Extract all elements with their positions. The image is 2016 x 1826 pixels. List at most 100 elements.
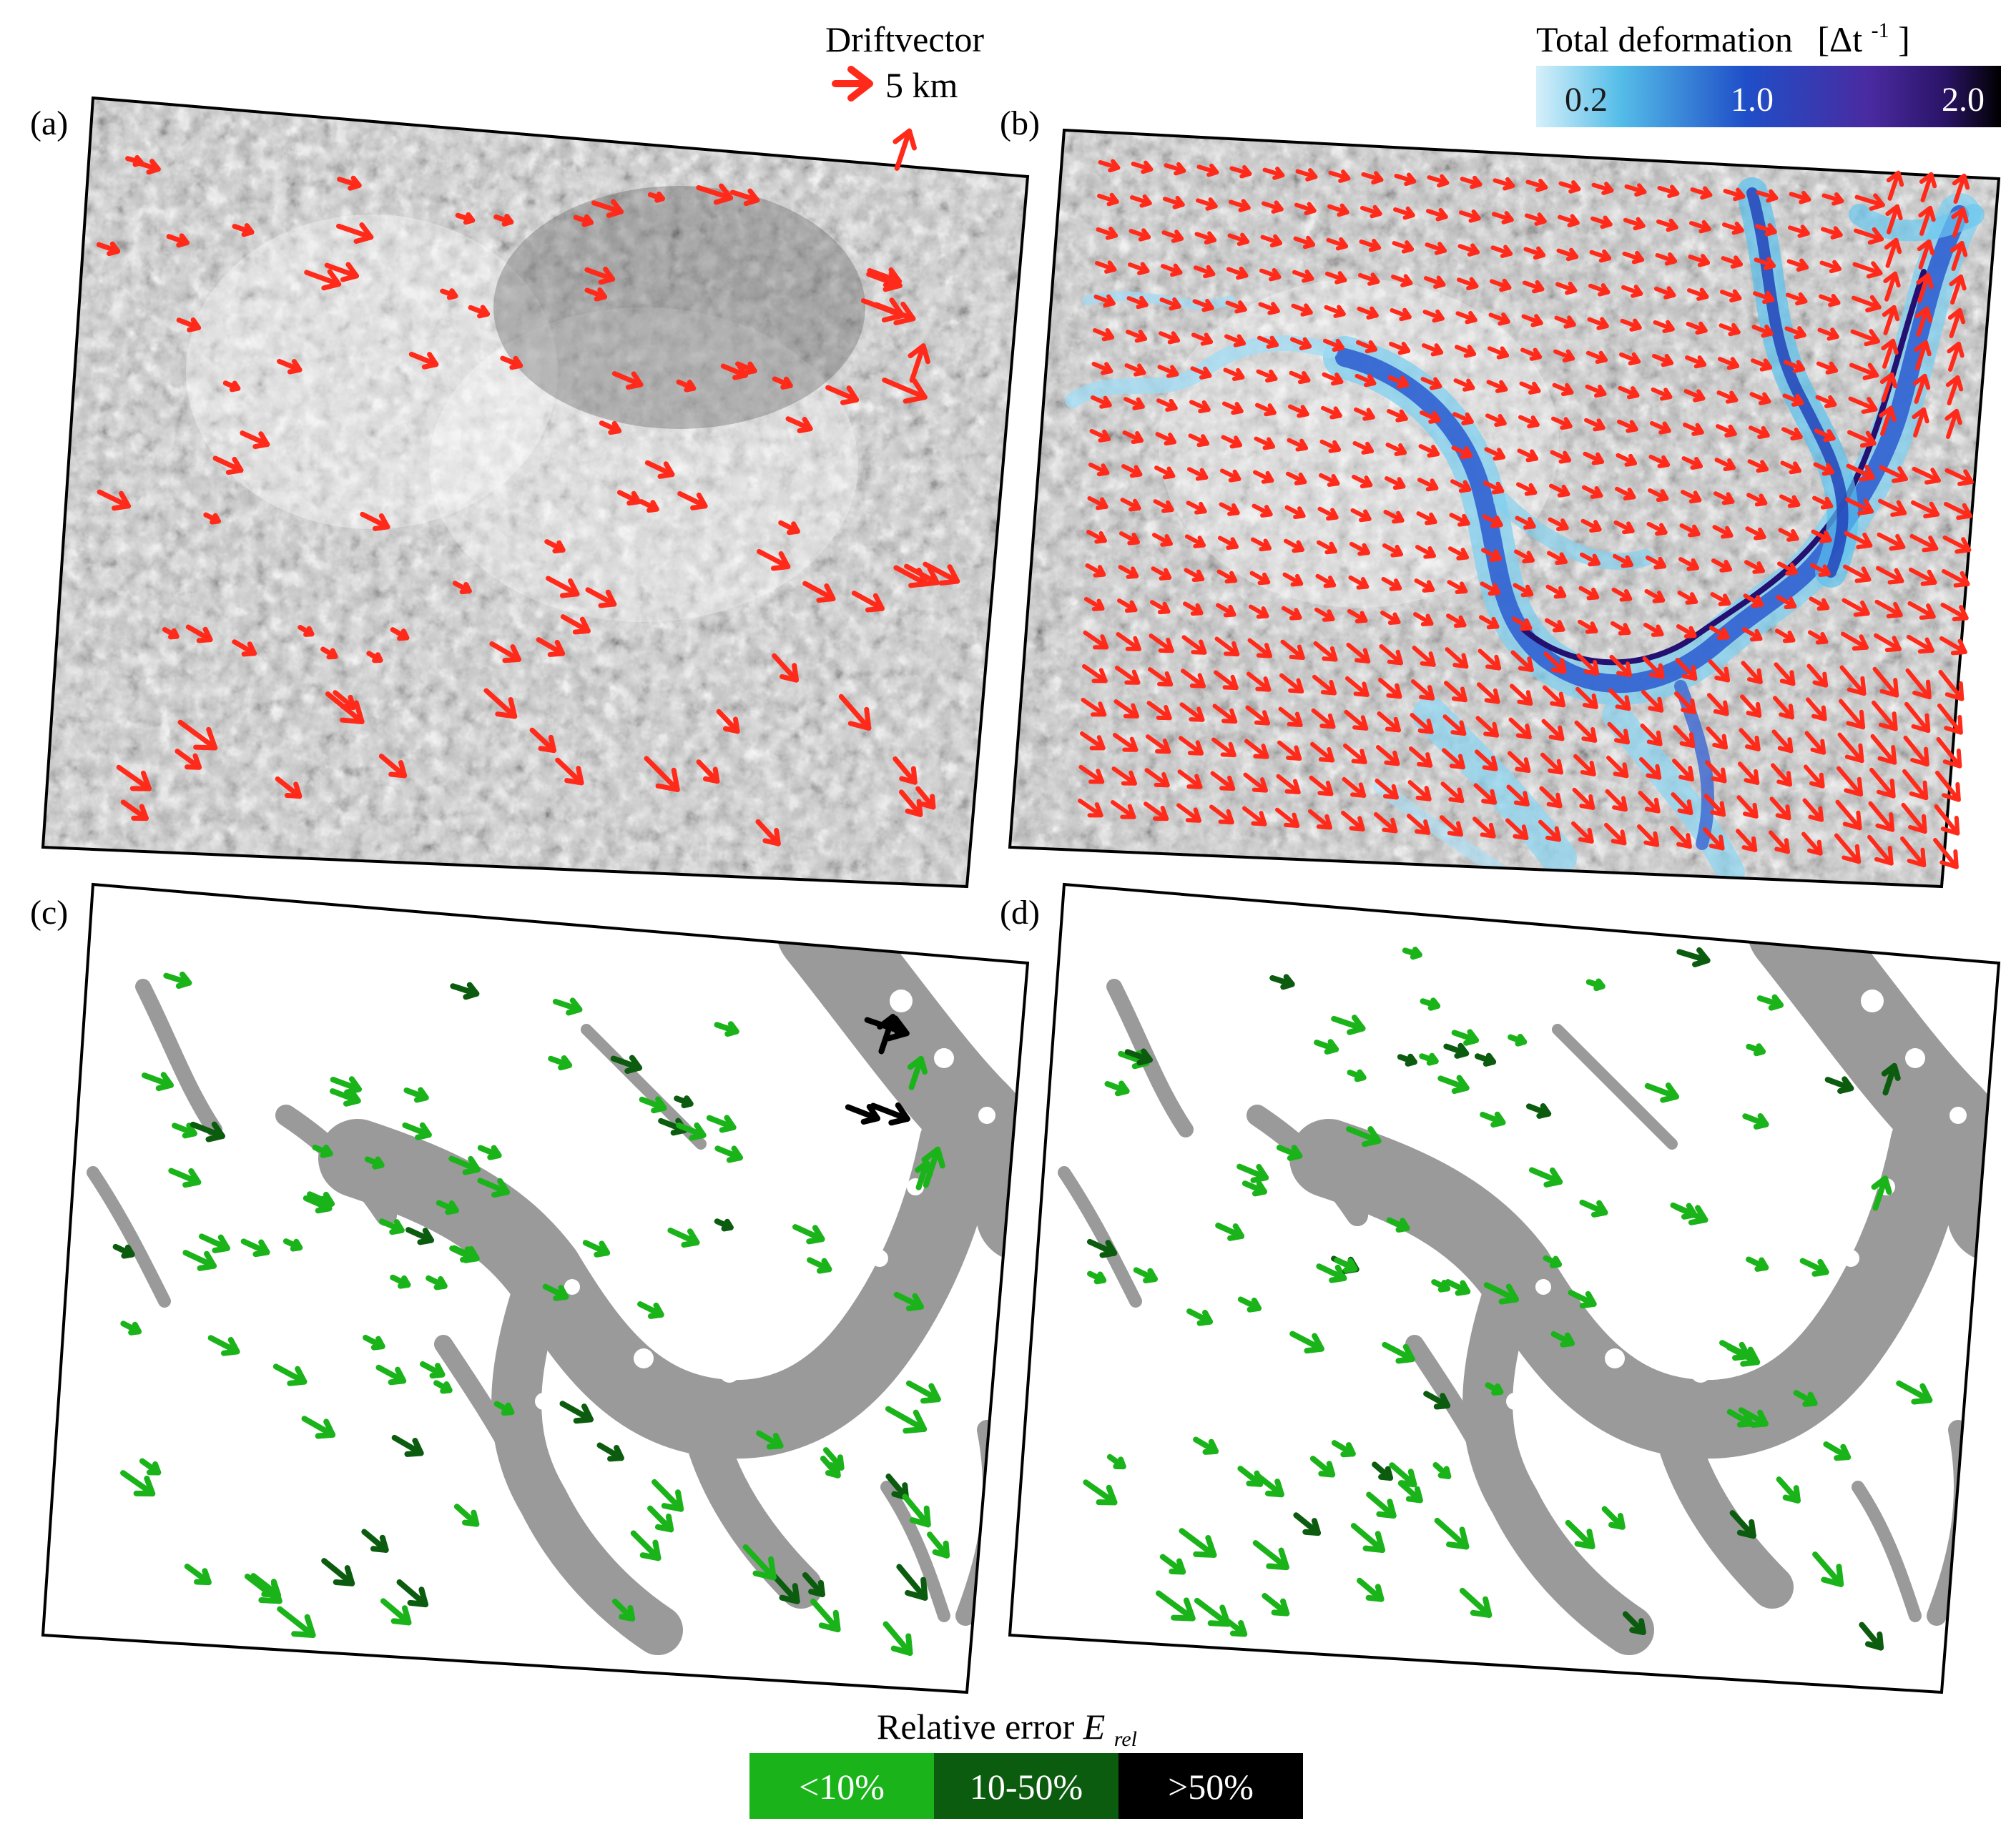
drift-arrow: [1111, 766, 1137, 786]
error-arrow: [1252, 1540, 1289, 1571]
drift-arrow: [162, 627, 180, 640]
error-arrow: [1402, 947, 1422, 960]
error-arrow: [820, 1455, 841, 1479]
panel-c: [41, 882, 1030, 1694]
drift-arrow: [1442, 714, 1467, 736]
panel-c-mask: [43, 884, 1028, 1692]
drift-arrow: [1096, 227, 1118, 240]
drift-arrow: [1477, 648, 1502, 671]
drift-arrow: [1385, 476, 1406, 490]
drift-arrow: [1282, 572, 1304, 587]
panel-label-d: (d): [1000, 894, 1040, 932]
error-arrow: [1480, 1111, 1506, 1128]
drift-arrow: [1284, 538, 1304, 553]
drift-arrow: [1620, 318, 1642, 332]
error-arrow: [321, 1558, 355, 1586]
error-arrow: [714, 1021, 739, 1037]
drift-arrow: [1420, 377, 1442, 390]
drift-arrow: [1848, 396, 1878, 414]
drift-arrow: [1080, 731, 1106, 751]
drift-arrow: [1741, 661, 1763, 684]
drift-arrow: [893, 128, 917, 171]
drift-arrow: [1249, 571, 1271, 586]
drift-arrow: [1513, 583, 1534, 598]
drift-arrow: [1615, 486, 1636, 500]
drift-arrow: [1756, 189, 1779, 203]
drift-arrow: [1819, 260, 1842, 274]
drift-arrow: [1648, 488, 1669, 503]
drift-arrow: [1683, 389, 1706, 403]
relative-error-title-text: Relative error: [877, 1707, 1083, 1747]
error-arrow: [1106, 1454, 1126, 1470]
drift-arrow: [720, 363, 748, 380]
drift-arrow: [1257, 335, 1279, 349]
drift-arrow: [1552, 383, 1574, 397]
drift-arrow: [1671, 792, 1693, 816]
drift-arrow: [1918, 205, 1936, 236]
drift-arrow: [544, 539, 566, 554]
drift-arrow: [1382, 543, 1403, 558]
drift-arrow: [1716, 424, 1737, 438]
drift-arrow: [1639, 756, 1662, 780]
drift-arrow: [1381, 577, 1402, 591]
drift-arrow: [1804, 731, 1826, 755]
error-arrow: [877, 1014, 900, 1055]
drift-arrow: [298, 624, 315, 637]
drift-arrow: [1703, 794, 1726, 817]
drift-arrow: [1383, 510, 1405, 524]
error-arrow: [1437, 1075, 1470, 1095]
drift-arrow: [1349, 541, 1370, 556]
error-arrow: [307, 1191, 335, 1209]
drift-arrow: [1361, 171, 1384, 185]
error-arrow: [885, 1406, 928, 1434]
drift-arrow: [1259, 267, 1282, 282]
drift-arrow: [1782, 393, 1804, 407]
drift-arrow: [1713, 491, 1735, 505]
drift-arrow: [874, 301, 916, 326]
relative-error-sub: rel: [1114, 1727, 1137, 1751]
relative-error-symbol: E: [1083, 1707, 1106, 1747]
drift-arrow: [97, 489, 132, 511]
error-arrow: [1568, 1290, 1597, 1309]
error-arrow: [927, 1531, 950, 1559]
drift-arrow: [1327, 203, 1349, 217]
legend-label-low: <10%: [799, 1767, 885, 1807]
drift-arrow: [1376, 745, 1400, 766]
drift-arrow: [1082, 664, 1108, 683]
drift-arrow: [1289, 370, 1311, 385]
drift-arrow: [1412, 646, 1436, 667]
error-arrow: [1347, 1069, 1367, 1082]
drift-arrow: [1937, 704, 1963, 735]
error-arrow: [1331, 1440, 1356, 1458]
drift-arrow: [1854, 193, 1885, 211]
error-arrow: [168, 1168, 202, 1188]
panel-d: [1008, 882, 2001, 1694]
drift-arrow: [320, 646, 338, 660]
error-arrow: [714, 1145, 743, 1163]
drift-arrow: [1514, 549, 1535, 564]
drift-arrow: [1317, 540, 1337, 555]
drift-arrow: [1842, 598, 1870, 617]
drift-arrow: [1942, 569, 1970, 588]
drift-arrow: [1876, 566, 1904, 585]
drift-arrow: [1744, 560, 1765, 574]
error-arrow: [1269, 974, 1295, 990]
drift-arrow: [1815, 395, 1837, 409]
drift-arrow: [1736, 795, 1759, 819]
drift-arrow: [1242, 806, 1267, 826]
drift-arrow: [1714, 458, 1736, 472]
drift-arrow: [1538, 819, 1562, 842]
drift-arrow: [1810, 563, 1831, 578]
drift-arrow: [1746, 493, 1768, 507]
drift-arrow: [1947, 341, 1965, 372]
drift-arrow: [1245, 705, 1270, 726]
drift-arrow: [455, 212, 476, 225]
drift-arrow: [1194, 265, 1216, 279]
drift-arrow: [1685, 355, 1707, 369]
drift-arrow: [452, 581, 472, 595]
drift-arrow: [1130, 194, 1152, 208]
drift-arrow: [1508, 751, 1531, 774]
drift-arrow: [1613, 520, 1635, 535]
error-arrow: [1386, 1217, 1410, 1233]
drift-arrow: [1181, 668, 1206, 689]
